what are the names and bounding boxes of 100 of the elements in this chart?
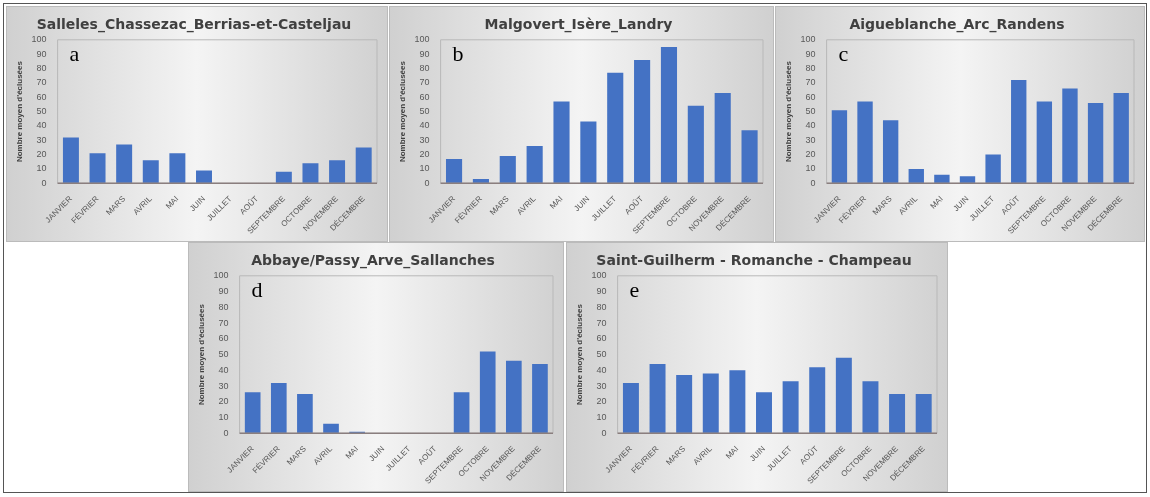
y-tick-label: 50 xyxy=(419,106,430,117)
bar xyxy=(526,146,543,184)
bar xyxy=(270,382,287,434)
y-tick-label: 0 xyxy=(223,427,229,438)
y-tick-label: 10 xyxy=(36,163,47,174)
bar xyxy=(756,392,772,434)
bar xyxy=(607,72,624,184)
bar xyxy=(196,170,212,184)
y-tick-label: 80 xyxy=(218,301,229,312)
y-tick-label: 100 xyxy=(591,270,607,281)
y-tick-label: 40 xyxy=(36,120,47,131)
bar xyxy=(116,144,133,184)
chart-title: Salleles_Chassezac_Berrias-et-Casteljau xyxy=(36,16,352,34)
y-tick-label: 30 xyxy=(218,380,229,391)
bar xyxy=(660,46,678,184)
y-tick-label: 50 xyxy=(596,349,607,360)
bar xyxy=(1062,88,1078,184)
bar xyxy=(532,364,548,434)
bar xyxy=(275,171,292,184)
bar xyxy=(634,59,651,184)
y-tick-label: 50 xyxy=(805,106,816,117)
y-axis-title: Nombre moyen d'éclusées xyxy=(398,60,407,163)
bar xyxy=(959,176,976,184)
bar xyxy=(934,174,950,184)
bar xyxy=(835,357,852,434)
y-tick-label: 10 xyxy=(419,163,430,174)
x-tick-label: MAI xyxy=(723,444,741,461)
bar xyxy=(862,381,879,434)
bar xyxy=(1011,79,1027,184)
y-tick-label: 70 xyxy=(805,77,816,88)
bar xyxy=(453,392,470,434)
y-axis-title: Nombre moyen d'éclusées xyxy=(15,60,24,163)
y-tick-label: 20 xyxy=(419,149,430,160)
y-tick-label: 70 xyxy=(419,77,430,88)
bar xyxy=(809,367,826,434)
y-tick-label: 80 xyxy=(419,62,430,73)
chart-title: Saint-Guilherm - Romanche - Champeau xyxy=(596,252,912,269)
bar xyxy=(89,153,106,184)
y-tick-label: 60 xyxy=(419,91,430,102)
y-tick-label: 80 xyxy=(596,301,607,312)
y-tick-label: 90 xyxy=(36,48,47,59)
bar xyxy=(472,179,489,184)
y-tick-label: 20 xyxy=(596,396,607,407)
y-tick-label: 100 xyxy=(213,270,229,281)
bar xyxy=(915,393,932,434)
y-tick-label: 10 xyxy=(805,163,816,174)
y-tick-label: 30 xyxy=(596,380,607,391)
y-tick-label: 0 xyxy=(810,177,816,188)
y-tick-label: 90 xyxy=(805,48,816,59)
y-tick-label: 30 xyxy=(805,134,816,145)
y-tick-label: 40 xyxy=(419,120,430,131)
bar xyxy=(302,163,319,184)
x-tick-label: MAI xyxy=(343,444,361,461)
y-axis-title: Nombre moyen d'éclusées xyxy=(784,60,793,163)
y-tick-label: 100 xyxy=(414,34,430,45)
bar xyxy=(714,92,731,184)
bar xyxy=(1087,102,1104,184)
chart-title: Malgovert_Isère_Landry xyxy=(484,16,673,34)
bar xyxy=(687,105,704,184)
y-tick-label: 30 xyxy=(419,134,430,145)
y-tick-label: 40 xyxy=(218,364,229,375)
bar xyxy=(329,160,346,184)
annotation: b xyxy=(452,40,464,66)
bar xyxy=(1036,101,1053,184)
y-tick-label: 100 xyxy=(800,34,816,45)
bar xyxy=(553,101,570,184)
y-axis-title: Nombre moyen d'éclusées xyxy=(575,303,584,406)
x-tick-label: MAI xyxy=(928,194,945,211)
x-tick-label: MAI xyxy=(163,194,181,211)
y-tick-label: 20 xyxy=(36,149,47,160)
y-tick-label: 0 xyxy=(424,177,430,188)
y-tick-label: 0 xyxy=(601,427,607,438)
bar xyxy=(831,110,848,184)
y-tick-label: 70 xyxy=(218,317,229,328)
annotation: e xyxy=(629,276,640,302)
y-tick-label: 80 xyxy=(805,62,816,73)
bar xyxy=(782,381,799,434)
y-tick-label: 60 xyxy=(805,91,816,102)
y-tick-label: 100 xyxy=(31,34,47,45)
bar xyxy=(445,158,463,184)
bar xyxy=(297,393,313,434)
chart-title: Aigueblanche_Arc_Randens xyxy=(849,16,1065,34)
bar xyxy=(702,373,719,434)
bar xyxy=(622,382,639,434)
bar xyxy=(729,370,746,434)
bar xyxy=(62,137,79,184)
y-tick-label: 20 xyxy=(218,396,229,407)
bar xyxy=(169,153,186,184)
y-tick-label: 10 xyxy=(596,412,607,423)
bar xyxy=(676,375,693,434)
y-tick-label: 40 xyxy=(596,364,607,375)
bar xyxy=(741,130,758,184)
bar xyxy=(244,392,261,434)
bar xyxy=(355,147,372,184)
bar xyxy=(142,160,159,184)
y-tick-label: 40 xyxy=(805,120,816,131)
annotation: c xyxy=(838,40,849,66)
annotation: d xyxy=(251,276,263,302)
y-tick-label: 90 xyxy=(419,48,430,59)
annotation: a xyxy=(69,40,80,66)
